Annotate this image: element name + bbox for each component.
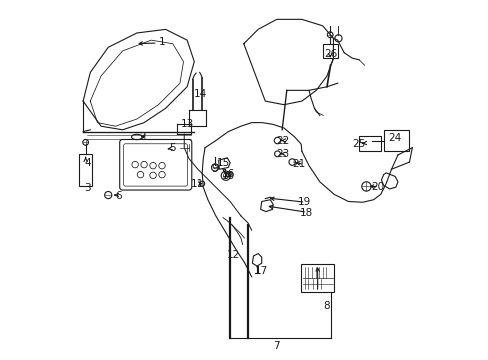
Text: 11: 11 <box>191 179 204 189</box>
Text: 8: 8 <box>323 301 329 311</box>
Text: 13: 13 <box>180 120 193 129</box>
Text: 26: 26 <box>323 49 337 59</box>
Text: 17: 17 <box>255 266 268 276</box>
Text: 12: 12 <box>226 250 240 260</box>
Polygon shape <box>218 158 230 169</box>
Text: 18: 18 <box>299 208 312 218</box>
Bar <box>358 135 380 150</box>
Text: 4: 4 <box>84 158 91 168</box>
Text: 21: 21 <box>292 159 305 169</box>
Text: 25: 25 <box>351 139 365 149</box>
Text: 22: 22 <box>276 136 289 146</box>
Polygon shape <box>381 173 397 189</box>
Polygon shape <box>260 200 273 212</box>
Text: 9: 9 <box>211 164 218 174</box>
Text: 1: 1 <box>159 37 165 47</box>
Text: 6: 6 <box>115 191 122 201</box>
Text: 24: 24 <box>387 133 400 143</box>
Text: 19: 19 <box>298 197 311 207</box>
Text: 23: 23 <box>276 149 289 159</box>
Text: 2: 2 <box>139 132 145 142</box>
FancyBboxPatch shape <box>120 139 191 190</box>
Text: 5: 5 <box>169 143 176 153</box>
Text: 20: 20 <box>370 182 384 192</box>
Polygon shape <box>252 253 261 266</box>
Text: 15: 15 <box>216 158 229 168</box>
Bar <box>79 154 92 186</box>
Bar <box>301 264 333 292</box>
Bar <box>383 130 408 151</box>
Text: 16: 16 <box>221 168 235 179</box>
Text: 10: 10 <box>222 171 234 181</box>
Bar <box>322 44 337 58</box>
Text: 14: 14 <box>194 89 207 99</box>
Text: 7: 7 <box>273 341 280 351</box>
Text: 3: 3 <box>84 183 91 193</box>
